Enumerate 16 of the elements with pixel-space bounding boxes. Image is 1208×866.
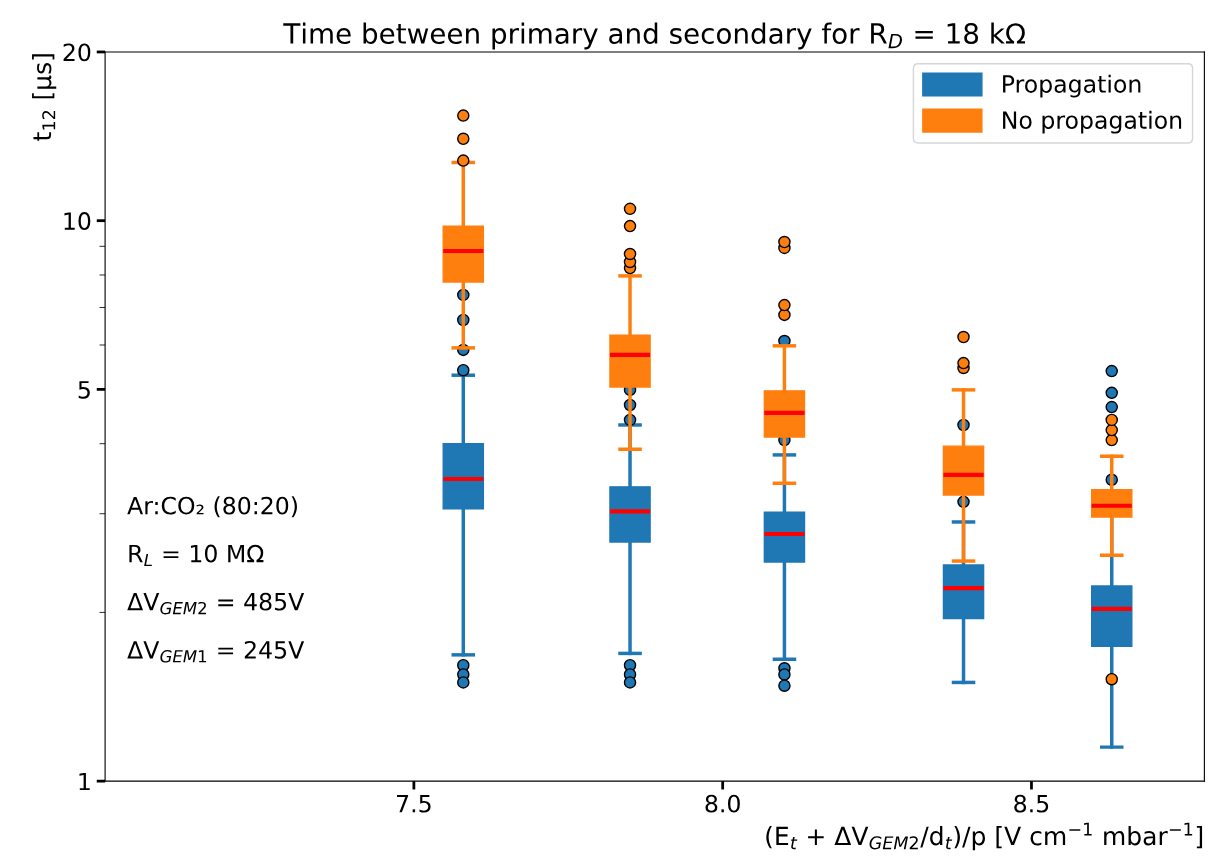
legend-label: Propagation: [1003, 74, 1141, 98]
annotation: ΔV$_{GEM2}$ = 485V: [127, 592, 305, 615]
y-tick-label: 20: [63, 43, 91, 62]
y-tick-label: 1: [79, 772, 90, 791]
annotation: Ar:CO₂ (80:20): [127, 496, 297, 518]
annotation: R$_{L}$ = 10 MΩ: [129, 544, 264, 567]
x-tick-label: 8.5: [1014, 794, 1049, 813]
text: (E$_{t}$ + ΔV$_{GEM2}$/d$_{t}$)/p [V cm$^{−1}$ mbar$^{−1}$]: [766, 822, 1203, 851]
y-tick-label: 5: [78, 381, 90, 399]
annotation: ΔV$_{GEM1}$ = 245V: [127, 640, 305, 663]
y-tick-label: 10: [64, 212, 91, 230]
x-tick-label: 7.5: [397, 795, 431, 813]
y-axis-title: t$_{12}$ [μs]: [32, 54, 57, 141]
legend-label: No propagation: [1003, 110, 1182, 134]
chart-title: Time between primary and secondary for R$_{D}$ = 18 kΩ: [283, 22, 1026, 50]
x-tick-label: 8.0: [705, 794, 740, 813]
